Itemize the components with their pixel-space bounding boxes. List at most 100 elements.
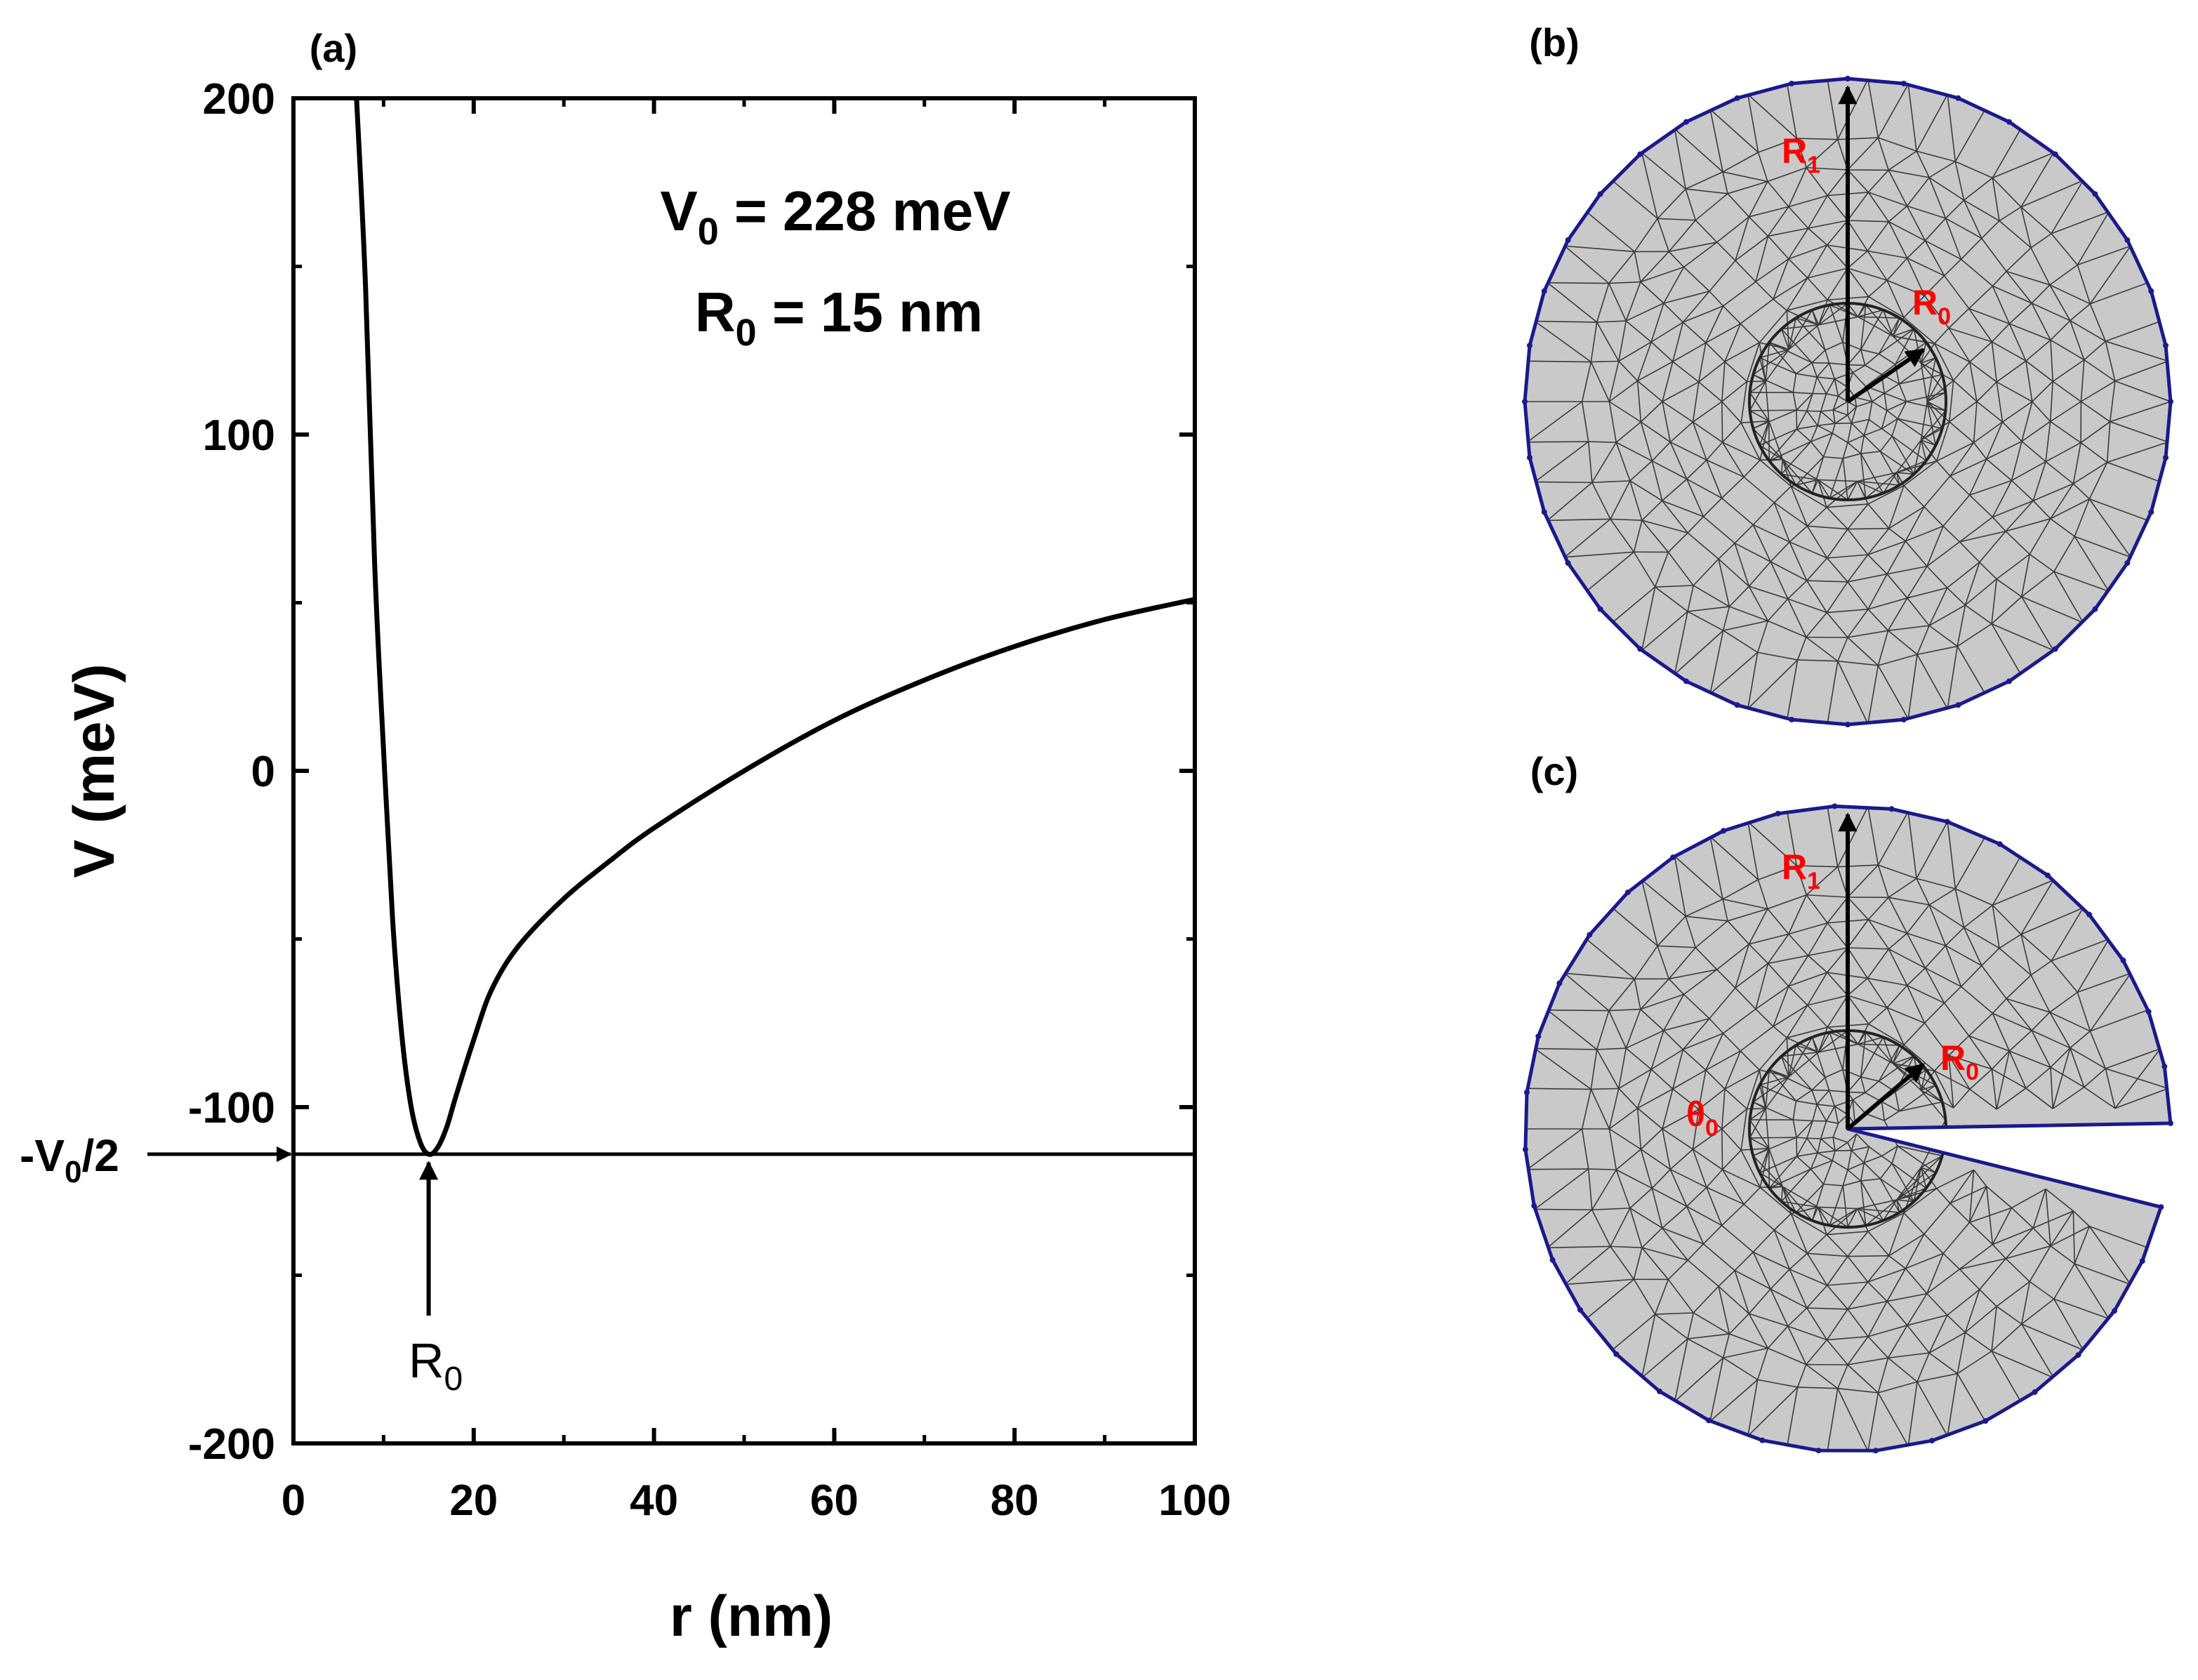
mesh-edge bbox=[1547, 1009, 1609, 1012]
mesh-edge bbox=[1625, 1009, 1641, 1049]
mesh-edge bbox=[1959, 516, 1993, 543]
mesh-edge bbox=[1992, 998, 2007, 1014]
mesh-edge bbox=[1920, 1167, 1938, 1189]
mesh-edge bbox=[1674, 856, 1723, 900]
mesh-edge bbox=[1807, 195, 1828, 229]
mesh-edge bbox=[1796, 637, 1807, 661]
mesh-edge bbox=[2030, 960, 2052, 976]
mesh-edge bbox=[1760, 1186, 1783, 1189]
mesh-edge bbox=[1608, 283, 1627, 322]
mesh-edge bbox=[1907, 257, 1945, 277]
mesh-edge bbox=[1641, 880, 1658, 946]
boundary-node bbox=[1637, 646, 1643, 652]
mesh-edge bbox=[1625, 1047, 1652, 1070]
mesh-edge bbox=[1806, 1252, 1828, 1286]
mesh-edge bbox=[1992, 856, 2022, 906]
mesh-edge bbox=[1924, 240, 1945, 277]
mesh-edge bbox=[1829, 1185, 1844, 1226]
mesh-edge bbox=[2021, 596, 2054, 651]
mesh-edge bbox=[1641, 1338, 1688, 1379]
mesh-edge bbox=[1674, 611, 1688, 675]
boundary-node bbox=[1541, 509, 1547, 515]
mesh-edge bbox=[1727, 193, 1749, 218]
mesh-edge bbox=[1796, 865, 1807, 895]
mesh-edge bbox=[1768, 341, 1813, 364]
mesh-edge bbox=[2031, 303, 2071, 322]
mesh-edge bbox=[1811, 1077, 1826, 1091]
mesh-edge bbox=[1812, 376, 1818, 394]
mesh-edge bbox=[1786, 310, 1789, 350]
mesh-edge bbox=[1860, 310, 1884, 350]
mesh-edge bbox=[1547, 282, 1609, 284]
mesh-edge bbox=[1825, 378, 1836, 395]
mesh-edge bbox=[1615, 1169, 1631, 1209]
mesh-edge bbox=[1964, 177, 1993, 201]
mesh-edge bbox=[1897, 1145, 1942, 1157]
mesh-edge bbox=[2077, 265, 2091, 305]
mesh-edge bbox=[1996, 578, 2022, 597]
mesh-edge bbox=[1685, 899, 1723, 917]
mesh-edge bbox=[2031, 1030, 2071, 1049]
mesh-edge bbox=[1722, 422, 1742, 443]
mesh-edge bbox=[1928, 604, 1966, 626]
mesh-edge bbox=[1847, 423, 1853, 443]
mesh-edge bbox=[1953, 361, 1971, 381]
boundary-node bbox=[2112, 1308, 2118, 1314]
mesh-edge bbox=[2049, 1012, 2071, 1049]
mesh-edge bbox=[1765, 381, 1770, 421]
mesh-edge bbox=[1758, 865, 1797, 880]
mesh-edge bbox=[2032, 500, 2051, 520]
mesh-edge bbox=[1807, 244, 1828, 279]
mesh-edge bbox=[1907, 587, 1947, 599]
mesh-edge bbox=[1748, 1288, 1771, 1314]
mesh-edge bbox=[1796, 1364, 1807, 1388]
mesh-edge bbox=[1896, 460, 1937, 473]
mesh-edge bbox=[1587, 1168, 1593, 1210]
mesh-edge bbox=[1741, 420, 1769, 423]
boundary-node bbox=[1523, 1089, 1530, 1095]
mesh-edge bbox=[1811, 456, 1825, 494]
mesh-edge bbox=[1879, 1163, 1893, 1179]
mesh-edge bbox=[1780, 329, 1789, 350]
mesh-edge bbox=[1757, 652, 1798, 661]
mesh-edge bbox=[1851, 406, 1858, 423]
mesh-edge bbox=[1991, 1350, 2054, 1379]
boundary-node bbox=[1531, 1203, 1537, 1209]
mesh-edge bbox=[1818, 479, 1830, 499]
mesh-edge bbox=[1610, 1208, 1631, 1247]
mesh-edge bbox=[1826, 503, 1869, 508]
mesh-edge bbox=[1702, 1225, 1723, 1245]
mesh-edge bbox=[1765, 1069, 1770, 1109]
mesh-edge bbox=[1806, 507, 1827, 527]
mesh-edge bbox=[2053, 1263, 2075, 1299]
mesh-edge bbox=[2032, 381, 2053, 402]
mesh-edge bbox=[1928, 1332, 1966, 1354]
mesh-edge bbox=[1768, 1148, 1783, 1187]
mesh-edge bbox=[1728, 586, 1749, 607]
mesh-edge bbox=[2105, 1047, 2161, 1069]
panel-b-r1-sub: 1 bbox=[1807, 152, 1820, 178]
mesh-edge bbox=[1759, 1156, 1797, 1174]
mesh-edge bbox=[1847, 1309, 1869, 1337]
mesh-edge bbox=[1755, 963, 1769, 1010]
mesh-edge bbox=[1879, 451, 1914, 475]
mesh-edge bbox=[2011, 461, 2046, 482]
mesh-edge bbox=[1810, 432, 1833, 442]
mesh-edge bbox=[1596, 1010, 1610, 1050]
mesh-edge bbox=[1669, 242, 1717, 253]
mesh-edge bbox=[1781, 1056, 1813, 1091]
mesh-edge bbox=[1591, 1208, 1630, 1211]
mesh-edge bbox=[1709, 652, 1759, 694]
mesh-edge bbox=[1828, 1090, 1836, 1107]
mesh-edge bbox=[1842, 1170, 1848, 1186]
mesh-edge bbox=[1811, 310, 1826, 350]
mesh-edge bbox=[2089, 1226, 2148, 1249]
mesh-edge bbox=[1928, 904, 1947, 946]
mesh-edge bbox=[1942, 525, 1960, 543]
mesh-edge bbox=[2114, 1048, 2161, 1109]
mesh-edge bbox=[1747, 821, 1759, 880]
mesh-edge bbox=[1921, 1167, 1936, 1174]
mesh-edge bbox=[2072, 1210, 2090, 1227]
mesh-edge bbox=[1709, 109, 1759, 153]
mesh-edge bbox=[1949, 1169, 1975, 1204]
